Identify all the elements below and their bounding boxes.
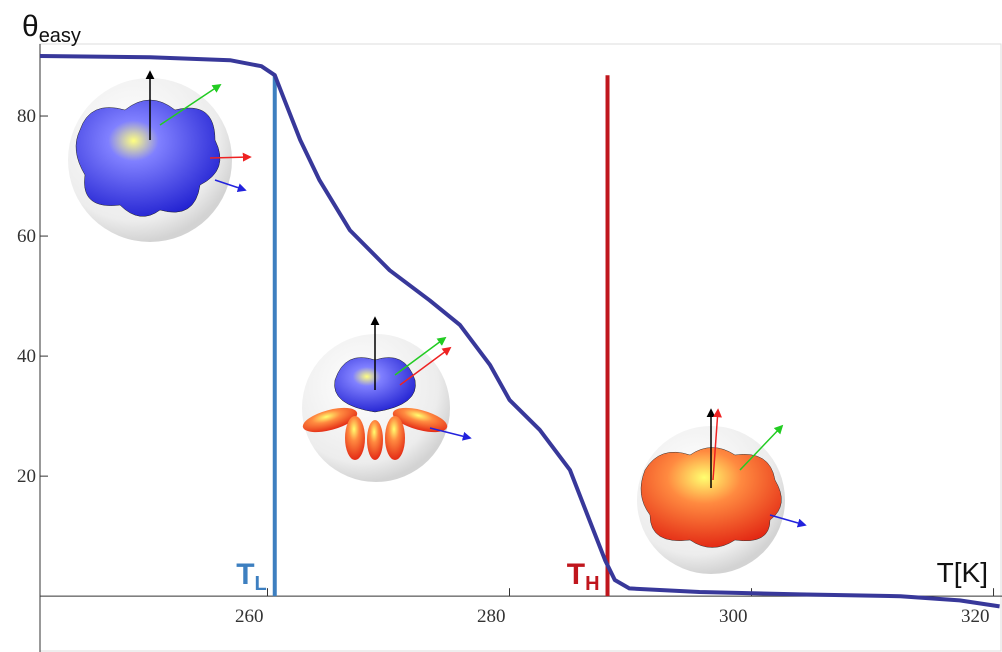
x-axis-label: T[K] xyxy=(937,557,988,588)
sphere-mid xyxy=(302,316,472,482)
y-tick-label: 40 xyxy=(17,346,36,367)
transition-label-main: T xyxy=(236,558,254,591)
y-label-main: θ xyxy=(22,10,39,43)
transition-label-sub: H xyxy=(585,573,599,595)
data-line xyxy=(39,54,1000,609)
y-label-sub: easy xyxy=(39,25,81,47)
transition-label-sub: L xyxy=(255,573,267,595)
x-tick-label: 300 xyxy=(719,606,748,627)
sphere-high xyxy=(637,408,807,574)
transition-label-main: T xyxy=(567,558,585,591)
transition-label: TH xyxy=(567,558,600,595)
x-tick-label: 320 xyxy=(961,606,990,627)
x-tick-label: 260 xyxy=(235,606,264,627)
x-tick-label: 280 xyxy=(477,606,506,627)
transition-label: TL xyxy=(236,558,267,595)
y-tick-label: 80 xyxy=(17,106,36,127)
y-tick-label: 20 xyxy=(17,466,36,487)
y-tick-label: 60 xyxy=(17,226,36,247)
y-axis-label: θeasy xyxy=(22,10,81,47)
sphere-low xyxy=(68,70,252,242)
